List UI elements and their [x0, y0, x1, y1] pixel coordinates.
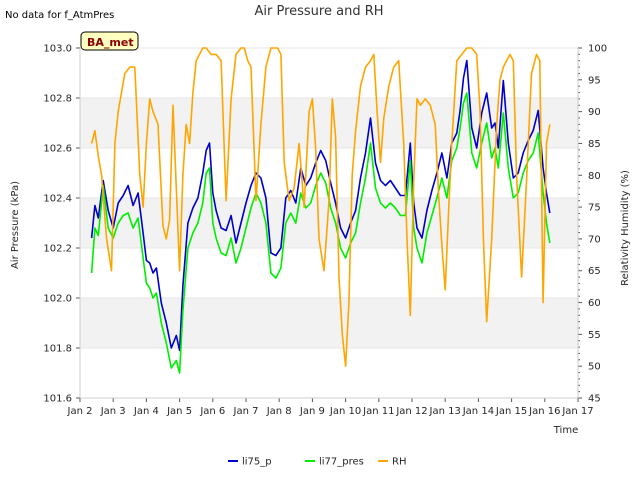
background-band: [80, 298, 578, 348]
x-tick-label: Jan 7: [233, 406, 259, 417]
left-axis-ticks: 101.6 101.8 102.0 102.2 102.4 102.6 102.8 103.0: [43, 44, 80, 405]
y-left-tick-label: 102.8: [43, 94, 72, 105]
y-right-tick-label: 80: [588, 171, 601, 182]
y-left-tick-label: 101.6: [43, 394, 72, 405]
series-lines: [90, 47, 551, 374]
x-axis-ticks: Jan 2 Jan 3 Jan 4 Jan 5 Jan 6 Jan 7 Jan 8 Jan 9…: [67, 398, 594, 417]
y-right-tick-label: 75: [588, 203, 601, 214]
y-right-tick-label: 100: [588, 44, 607, 55]
x-tick-label: Jan 15: [495, 406, 527, 417]
y-left-tick-label: 102.6: [43, 144, 72, 155]
y-left-tick-label: 102.2: [43, 244, 72, 255]
x-tick-label: Jan 2: [67, 406, 93, 417]
x-tick-label: Jan 12: [395, 406, 427, 417]
background-band: [80, 98, 578, 148]
y-right-tick-label: 85: [588, 139, 601, 150]
x-tick-label: Jan 14: [462, 406, 494, 417]
x-tick-label: Jan 17: [561, 406, 593, 417]
x-tick-label: Jan 16: [528, 406, 560, 417]
legend-label-rh: RH: [392, 457, 406, 468]
x-tick-label: Jan 10: [329, 406, 361, 417]
x-tick-label: Jan 9: [299, 406, 325, 417]
left-axis-title: Air Pressure (kPa): [10, 181, 21, 269]
series-line-rh: [90, 47, 551, 368]
no-data-note: No data for f_AtmPres: [5, 10, 114, 21]
legend: li75_p li77_pres RH: [228, 457, 406, 468]
site-badge-box: [80, 31, 139, 51]
legend-label-li75-p: li75_p: [242, 457, 272, 468]
x-tick-label: Jan 4: [133, 406, 159, 417]
x-tick-label: Jan 11: [362, 406, 394, 417]
site-badge: BA_met: [80, 31, 139, 51]
site-badge-label: BA_met: [87, 36, 134, 49]
y-right-tick-label: 95: [588, 75, 601, 86]
x-tick-label: Jan 13: [429, 406, 461, 417]
y-right-tick-label: 70: [588, 234, 601, 245]
y-left-tick-label: 102.4: [43, 194, 72, 205]
x-tick-label: Jan 3: [100, 406, 126, 417]
x-tick-label: Jan 8: [266, 406, 292, 417]
y-right-tick-label: 90: [588, 107, 601, 118]
series-line-li75-p: [90, 59, 551, 352]
legend-label-li77-pres: li77_pres: [319, 457, 364, 468]
x-axis-title: Time: [553, 425, 578, 436]
chart-title: Air Pressure and RH: [254, 4, 383, 19]
right-axis-ticks: 45 50 55 60 65 70 75 80 85 90 95 100: [578, 44, 607, 405]
y-right-tick-label: 65: [588, 266, 601, 277]
series-line-li77-pres: [90, 92, 551, 374]
x-tick-label: Jan 5: [166, 406, 192, 417]
right-axis-title: Relativity Humidity (%): [620, 170, 631, 286]
x-tick-label: Jan 6: [199, 406, 225, 417]
y-right-tick-label: 50: [588, 362, 601, 373]
background-bands: [80, 47, 578, 399]
y-left-tick-label: 101.8: [43, 344, 72, 355]
y-right-tick-label: 60: [588, 298, 601, 309]
y-right-tick-label: 45: [588, 394, 601, 405]
y-left-tick-label: 102.0: [43, 294, 72, 305]
y-left-tick-label: 103.0: [43, 44, 72, 55]
y-right-tick-label: 55: [588, 330, 601, 341]
